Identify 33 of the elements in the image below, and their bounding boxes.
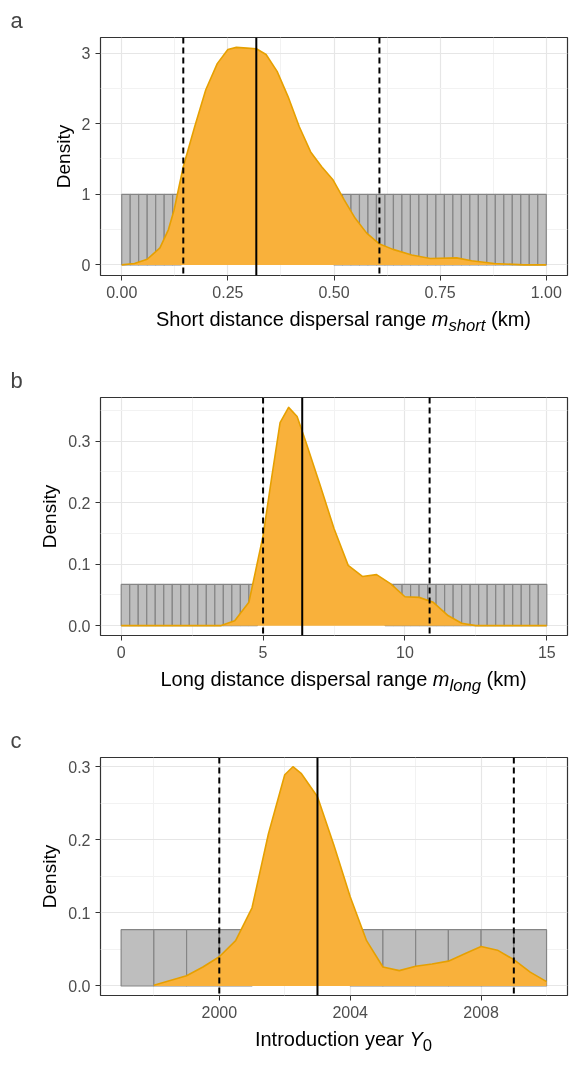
y-tick-label: 0.1 [68, 904, 91, 922]
chart-title: a [10, 7, 24, 33]
x-axis-title: Short distance dispersal range m$_{short}$ (km) [156, 307, 531, 337]
y-tick-label: 1 [81, 186, 91, 204]
x-tick-label: 2000 [201, 1003, 238, 1021]
x-tick-label: 0 [116, 643, 126, 661]
y-axis-title: Density [39, 844, 61, 909]
chart-title: b [10, 367, 23, 393]
x-tick-label: 0.00 [106, 283, 138, 301]
x-axis-title: Long distance dispersal range m$_{long}$ (km) [160, 667, 527, 697]
x-tick-label: 5 [258, 643, 268, 661]
y-axis-title: Density [39, 484, 61, 549]
y-tick-label: 0.2 [68, 831, 91, 849]
y-tick-label: 0.1 [68, 556, 91, 574]
y-axis-title: Density [52, 124, 74, 189]
y-tick-label: 2 [81, 115, 91, 133]
y-tick-label: 0.2 [68, 494, 91, 512]
x-tick-label: 0.50 [318, 283, 350, 301]
y-tick-label: 0 [81, 256, 91, 274]
x-tick-label: 2008 [463, 1003, 499, 1021]
x-tick-label: 0.25 [212, 283, 244, 301]
x-tick-label: 15 [537, 643, 556, 661]
x-tick-label: 0.75 [424, 283, 456, 301]
y-tick-label: 0.0 [68, 978, 91, 995]
y-tick-label: 0.0 [68, 617, 91, 635]
x-axis-title: Introduction year Y$_{0}$ [254, 1027, 433, 1057]
chart-title: c [10, 727, 22, 753]
y-tick-label: 3 [81, 45, 91, 63]
x-tick-label: 2004 [332, 1003, 369, 1021]
x-tick-label: 1.00 [530, 283, 562, 301]
y-tick-label: 0.3 [68, 758, 91, 776]
x-tick-label: 10 [396, 643, 414, 661]
y-tick-label: 0.3 [68, 433, 91, 451]
